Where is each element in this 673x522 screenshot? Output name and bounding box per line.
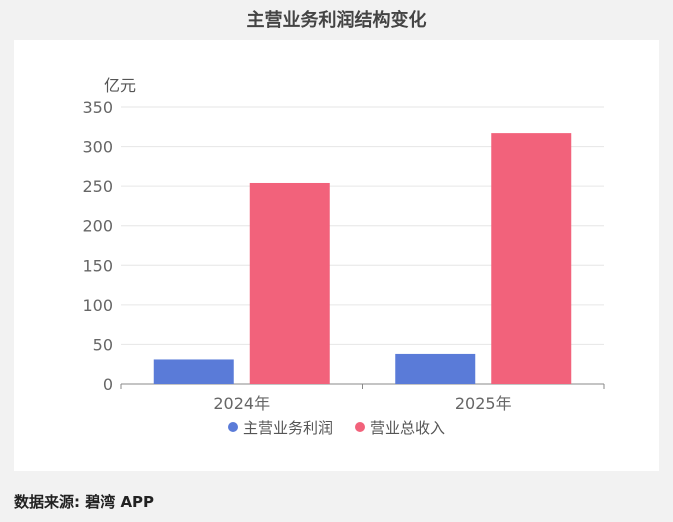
x-tick-label: 2024年	[213, 394, 270, 413]
y-tick-label: 50	[93, 335, 113, 354]
y-tick-label: 150	[82, 256, 113, 275]
y-axis-unit: 亿元	[104, 76, 136, 95]
bar[interactable]	[153, 359, 234, 384]
bar[interactable]	[491, 133, 572, 384]
y-tick-label: 350	[82, 98, 113, 117]
data-source: 数据来源: 碧湾 APP	[14, 493, 155, 511]
legend-label[interactable]: 营业总收入	[370, 419, 445, 437]
y-tick-label: 200	[82, 217, 113, 236]
legend-marker[interactable]	[228, 422, 238, 432]
y-tick-label: 0	[103, 375, 113, 394]
y-tick-label: 100	[82, 296, 113, 315]
bars	[153, 133, 572, 384]
bar[interactable]	[395, 353, 476, 384]
grid-lines	[121, 106, 604, 345]
x-tick-label: 2025年	[455, 394, 512, 413]
axes	[120, 383, 605, 389]
tick-labels: 0 50 100 150 200 250 300 350 亿元 2024年 2025年	[82, 76, 511, 413]
legend-marker[interactable]	[355, 422, 365, 432]
legend-label[interactable]: 主营业务利润	[243, 419, 333, 437]
legend: 主营业务利润 营业总收入	[228, 419, 445, 437]
chart-card: 0 50 100 150 200 250 300 350 亿元 2024年 2025年 主营业务利润…	[14, 40, 659, 471]
y-tick-label: 250	[82, 177, 113, 196]
y-tick-label: 300	[82, 138, 113, 157]
page-title: 主营业务利润结构变化	[246, 10, 427, 31]
bar-chart: 0 50 100 150 200 250 300 350 亿元 2024年 2025年 主营业务利润…	[82, 76, 605, 437]
bar[interactable]	[249, 182, 330, 384]
